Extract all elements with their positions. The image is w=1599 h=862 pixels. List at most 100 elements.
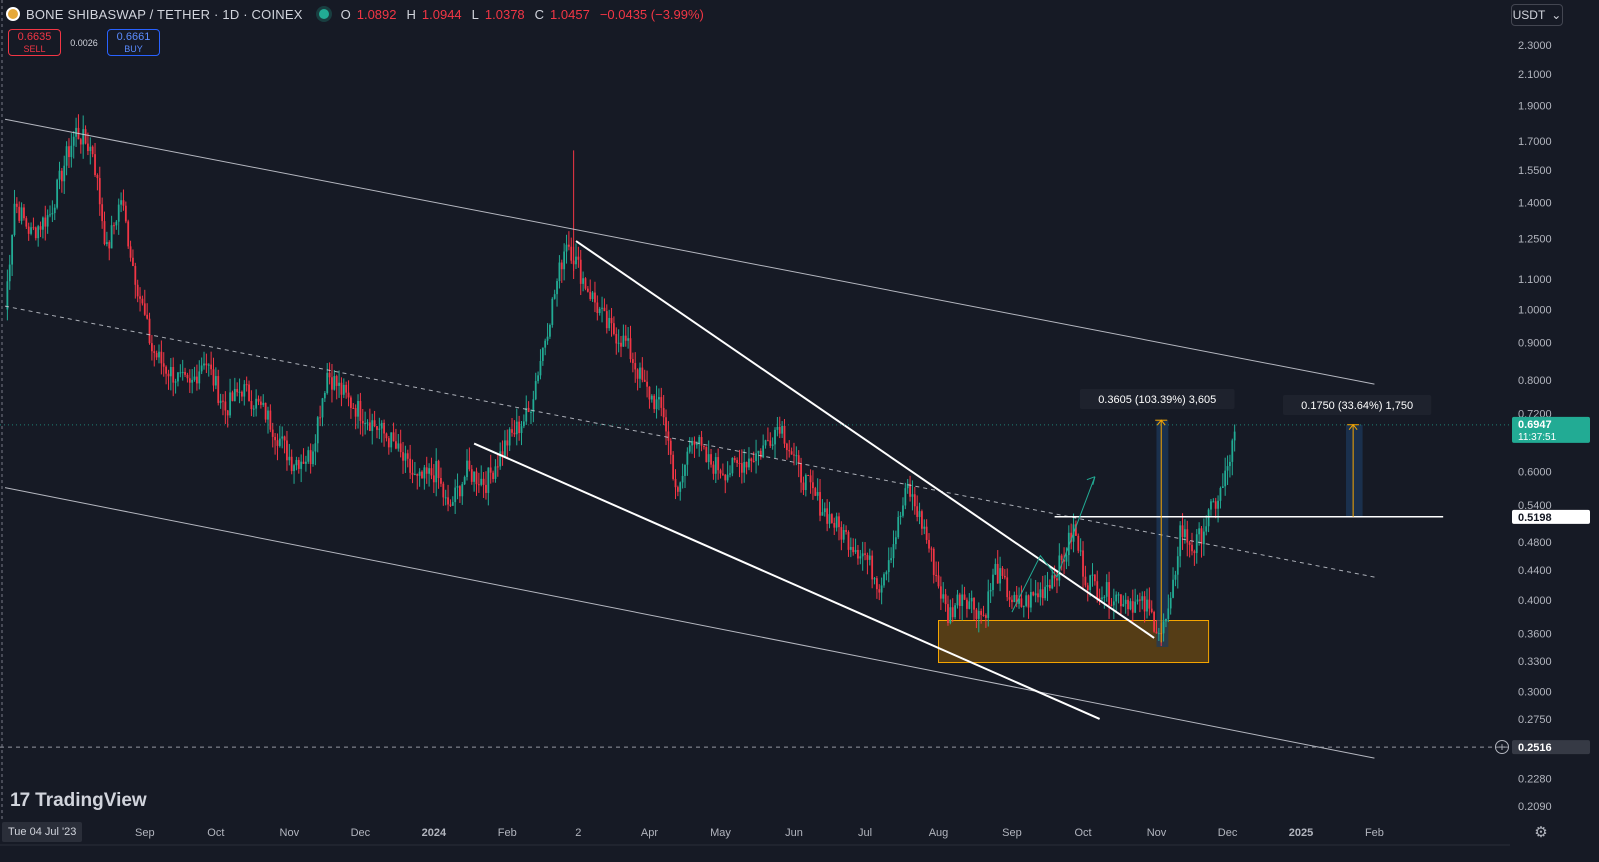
candle-body xyxy=(1131,601,1134,613)
channel-upper-trendline[interactable] xyxy=(4,118,1375,385)
candle-body xyxy=(134,266,137,285)
candle-body xyxy=(304,461,307,464)
candle-body xyxy=(1067,532,1070,556)
candle-body xyxy=(231,392,234,402)
candle-body xyxy=(1188,542,1191,545)
gear-icon[interactable]: ⚙ xyxy=(1534,824,1548,841)
candle-body xyxy=(1229,461,1231,467)
candle-body xyxy=(563,251,566,270)
candle-body xyxy=(127,221,130,247)
candle-body xyxy=(459,486,461,497)
drawings-front[interactable]: 0.3605 (103.39%) 3,605 0.1750 (33.64%) 1,… xyxy=(0,118,1510,759)
candle-body xyxy=(1110,604,1113,606)
add-alert-plus-icon[interactable]: + xyxy=(1495,740,1509,754)
candle-body xyxy=(271,429,274,437)
candle-body xyxy=(421,471,423,479)
sell-button[interactable]: 0.6635 SELL xyxy=(8,29,61,56)
candle-body xyxy=(821,512,824,516)
candle-body xyxy=(1091,574,1094,576)
time-axis[interactable]: Sep Oct Nov Dec 2024 Feb 2 Apr May Jun Jul Aug Sep Oc… xyxy=(0,827,1510,846)
candle-body xyxy=(622,335,625,347)
candle-body xyxy=(878,589,881,593)
candle-body xyxy=(181,371,184,373)
channel-midline[interactable] xyxy=(4,305,1375,578)
symbol-icon xyxy=(6,7,20,21)
candle-body xyxy=(117,204,120,222)
candle-body xyxy=(1150,608,1153,613)
measure-box-2 xyxy=(1346,424,1363,517)
time-tick-label: Jun xyxy=(785,827,803,839)
candle-body xyxy=(357,400,359,417)
candle-body xyxy=(819,492,821,516)
candle-body xyxy=(162,363,165,367)
time-tick-label: Oct xyxy=(1074,827,1091,839)
candle-body xyxy=(721,473,724,475)
candle-body xyxy=(425,467,428,474)
candle-body xyxy=(1136,599,1139,602)
candle-body xyxy=(352,407,355,409)
candle-body xyxy=(94,154,96,176)
candle-body xyxy=(428,468,431,474)
candle-body xyxy=(1153,612,1156,632)
candle-body xyxy=(1025,595,1028,606)
candle-body xyxy=(23,207,25,219)
tradingview-logo[interactable]: 17 TradingView xyxy=(10,790,147,812)
candle-body xyxy=(764,440,767,446)
candle-body xyxy=(139,296,141,299)
candle-body xyxy=(1039,589,1042,598)
candle-body xyxy=(613,323,615,334)
candle-body xyxy=(179,372,182,374)
buy-button[interactable]: 0.6661 BUY xyxy=(107,29,160,56)
candle-body xyxy=(411,472,414,475)
wedge-upper-trendline[interactable] xyxy=(575,240,1155,639)
candle-body xyxy=(477,484,480,486)
candle-body xyxy=(757,450,760,454)
candle-body xyxy=(949,607,952,624)
candle-body xyxy=(150,343,153,352)
candle-body xyxy=(634,363,637,370)
candle-body xyxy=(155,353,158,358)
candle-body xyxy=(970,597,973,602)
candle-body xyxy=(700,437,703,446)
candle-body xyxy=(340,382,343,395)
candle-body xyxy=(233,388,236,402)
candle-body xyxy=(565,244,568,252)
candle-body xyxy=(556,281,558,295)
candle-body xyxy=(6,281,9,310)
candle-body xyxy=(217,376,220,403)
candle-body xyxy=(887,560,890,573)
candle-body xyxy=(1217,500,1219,509)
candle-body xyxy=(705,446,708,463)
price-axis[interactable]: 2.3000 2.1000 1.9000 1.7000 1.5500 1.4000 1.25… xyxy=(1510,0,1599,845)
candle-body xyxy=(238,391,241,393)
price-tick-label: 0.4400 xyxy=(1518,565,1552,577)
channel-lower-trendline[interactable] xyxy=(4,487,1375,759)
candle-body xyxy=(658,397,660,400)
candle-body xyxy=(733,458,736,461)
candle-body xyxy=(1018,598,1020,604)
candle-body xyxy=(861,553,864,557)
candle-body xyxy=(395,441,397,449)
candle-body xyxy=(620,342,622,347)
symbol-title[interactable]: BONE SHIBASWAP / TETHER · 1D · COINEX xyxy=(26,6,303,22)
candle-body xyxy=(1020,598,1023,607)
candle-body xyxy=(20,207,23,221)
candle-body xyxy=(755,453,757,462)
candle-body xyxy=(918,511,921,517)
candle-body xyxy=(828,514,831,524)
candle-body xyxy=(30,227,32,234)
candle-body xyxy=(558,262,561,282)
candle-body xyxy=(885,572,888,575)
candle-body xyxy=(226,410,229,416)
candle-body xyxy=(750,458,753,462)
candle-body xyxy=(1195,534,1198,554)
projection-path[interactable] xyxy=(1011,476,1096,613)
candle-body xyxy=(880,585,883,593)
candle-body xyxy=(1082,550,1084,577)
currency-dropdown[interactable]: USDT ⌄ xyxy=(1511,4,1563,26)
bar-countdown-label: 11:37:51 xyxy=(1518,432,1557,443)
wedge-lower-trendline[interactable] xyxy=(473,442,1101,720)
candle-body xyxy=(935,574,938,576)
high-value: 1.0944 xyxy=(421,6,462,22)
